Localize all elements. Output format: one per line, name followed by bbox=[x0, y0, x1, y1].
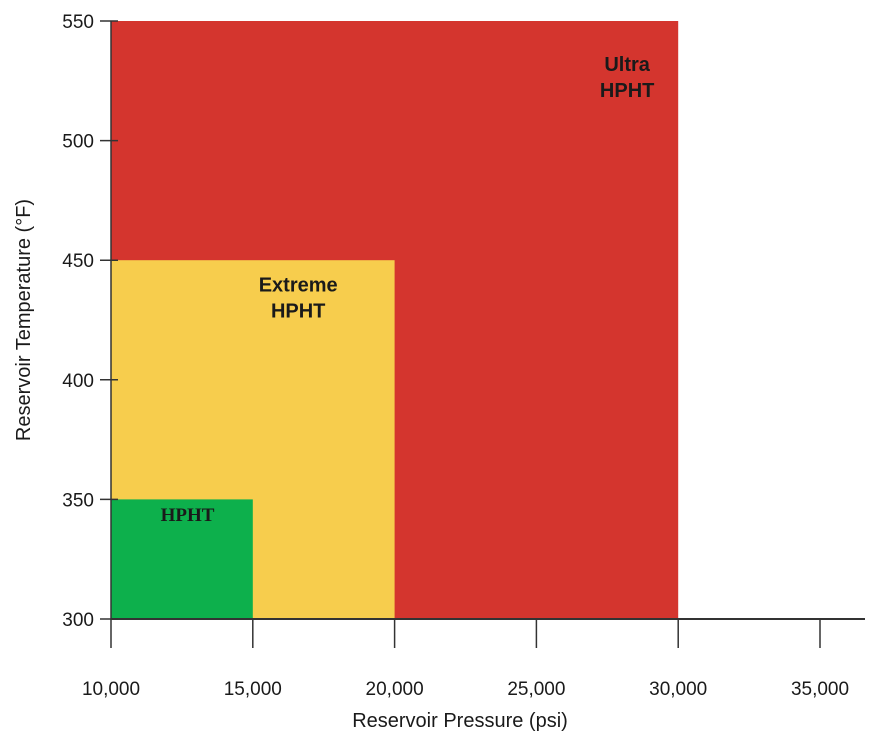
x-tick-label: 20,000 bbox=[366, 679, 424, 700]
ultra-hpht-region-label-line-1: HPHT bbox=[600, 80, 654, 102]
x-tick-label: 30,000 bbox=[649, 679, 707, 700]
x-tick-label: 15,000 bbox=[224, 679, 282, 700]
axes-layer bbox=[110, 21, 865, 620]
x-axis-title: Reservoir Pressure (psi) bbox=[352, 710, 568, 732]
y-tick-label: 550 bbox=[62, 12, 94, 33]
ultra-hpht-region-label-line-0: Ultra bbox=[604, 54, 650, 76]
hpht-region bbox=[111, 499, 253, 619]
y-tick-label: 350 bbox=[62, 490, 94, 511]
y-tick-label: 450 bbox=[62, 251, 94, 272]
hpht-region-label-line-0: HPHT bbox=[161, 505, 215, 526]
y-axis-title: Reservoir Temperature (°F) bbox=[13, 199, 35, 441]
regions-layer bbox=[111, 21, 679, 619]
extreme-hpht-region-label-line-1: HPHT bbox=[271, 300, 325, 322]
y-tick-label: 500 bbox=[62, 132, 94, 153]
ticks-layer: 10,000 15,000 20,000 25,000 30,000 35,000 300 3… bbox=[62, 12, 849, 700]
x-tick-label: 35,000 bbox=[791, 679, 849, 700]
region-labels-layer: Ultra HPHT Extreme HPHT HPHT bbox=[161, 54, 655, 526]
x-tick-label: 25,000 bbox=[507, 679, 565, 700]
y-tick-label: 400 bbox=[62, 371, 94, 392]
extreme-hpht-region-label-line-0: Extreme bbox=[259, 274, 338, 296]
y-tick-label: 300 bbox=[62, 610, 94, 631]
x-tick-label: 10,000 bbox=[82, 679, 140, 700]
